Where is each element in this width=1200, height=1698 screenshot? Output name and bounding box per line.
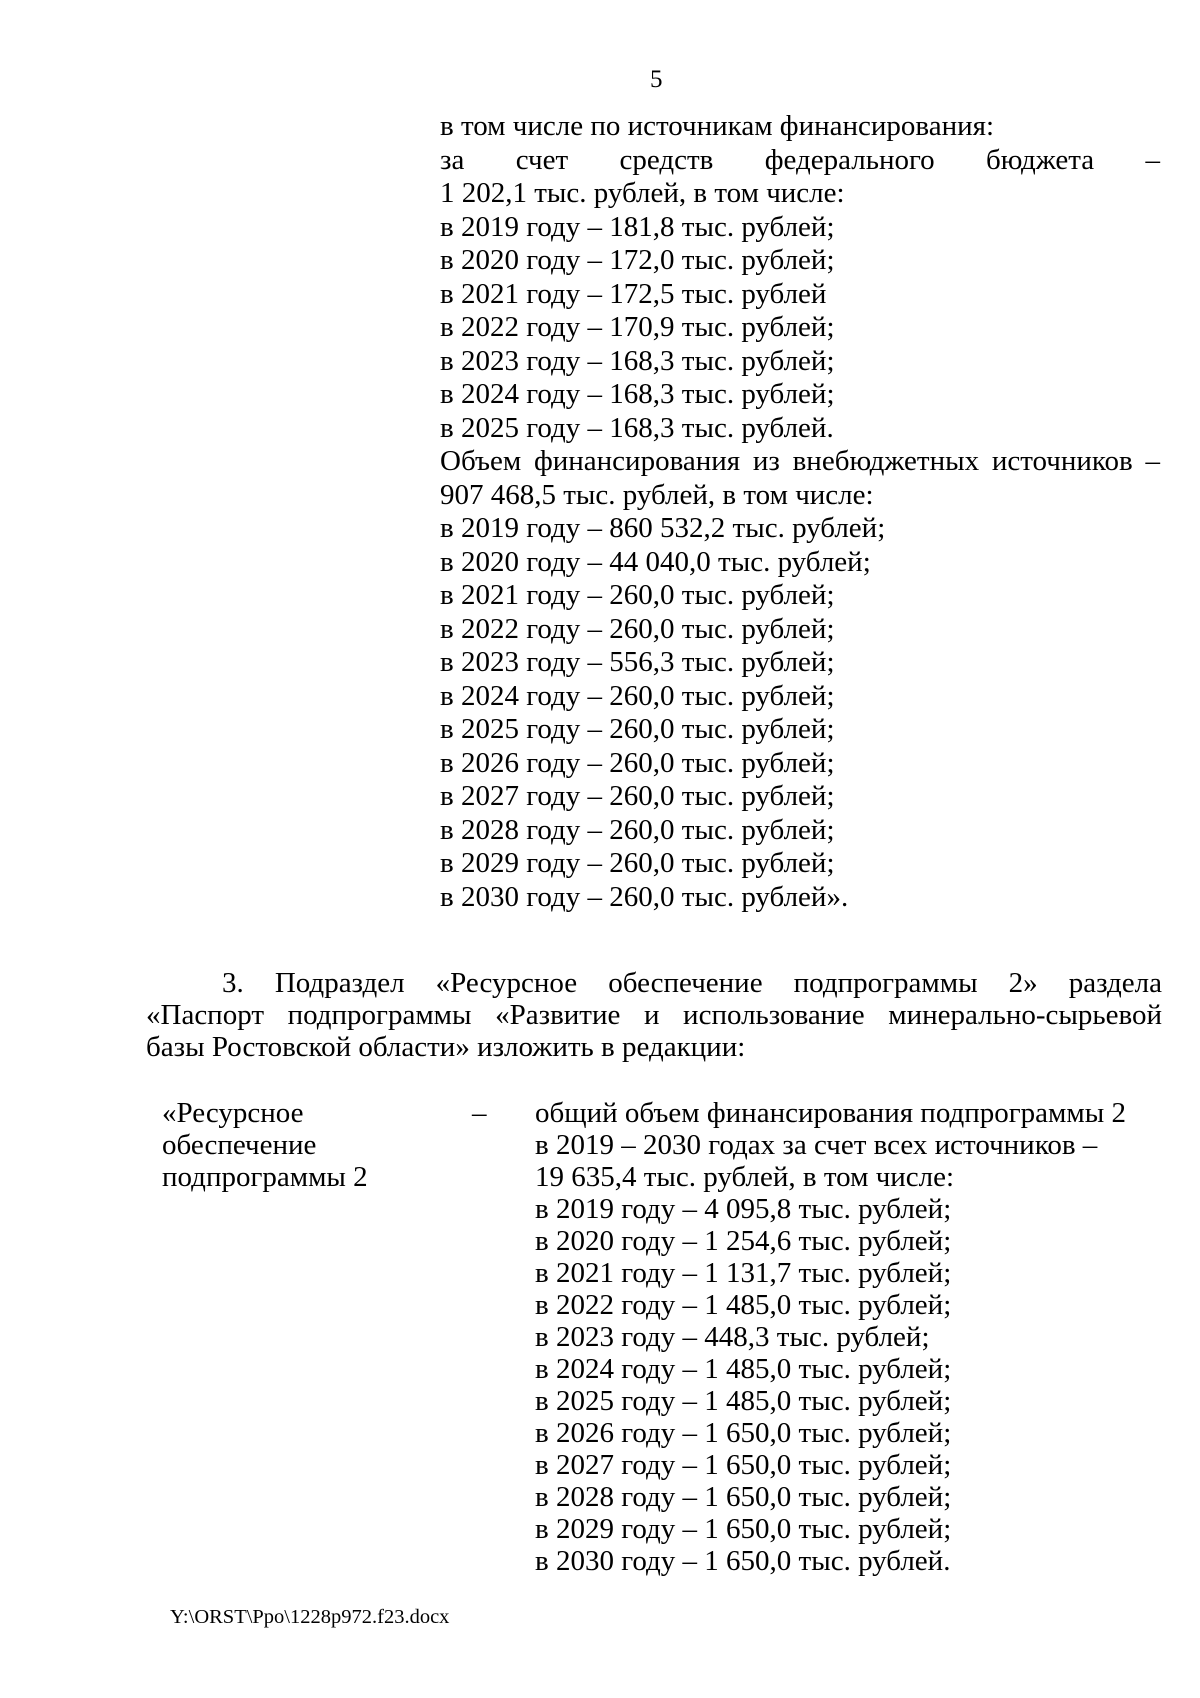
value-line: в 2021 году – 1 131,7 тыс. рублей;: [535, 1257, 952, 1289]
financing-line: в 2024 году – 168,3 тыс. рублей;: [440, 378, 835, 410]
resource-label-line: «Ресурсное: [162, 1097, 304, 1129]
financing-line: в 2020 году – 172,0 тыс. рублей;: [440, 244, 835, 276]
financing-line: в 2029 году – 260,0 тыс. рублей;: [440, 847, 835, 879]
value-line: в 2027 году – 1 650,0 тыс. рублей;: [535, 1449, 952, 1481]
resource-label-column: «Ресурсное обеспечение подпрограммы 2: [162, 1097, 462, 1193]
value-line: в 2024 году – 1 485,0 тыс. рублей;: [535, 1353, 952, 1385]
value-line: в 2028 году – 1 650,0 тыс. рублей;: [535, 1481, 952, 1513]
value-line: в 2023 году – 448,3 тыс. рублей;: [535, 1321, 930, 1353]
value-line: в 2026 году – 1 650,0 тыс. рублей;: [535, 1417, 952, 1449]
top-financing-block: в том числе по источникам финансирования…: [440, 110, 1160, 914]
resource-label-line: подпрограммы 2: [162, 1161, 368, 1193]
paragraph-line: базы Ростовской области» изложить в реда…: [146, 1031, 746, 1063]
value-line: в 2025 году – 1 485,0 тыс. рублей;: [535, 1385, 952, 1417]
footer-file-path: Y:\ORST\Ppo\1228p972.f23.docx: [170, 1606, 450, 1628]
section-3-paragraph: 3. Подраздел «Ресурсное обеспечение подп…: [146, 967, 1162, 1063]
paragraph-line: «Паспорт подпрограммы «Развитие и исполь…: [146, 999, 1162, 1031]
value-line: 19 635,4 тыс. рублей, в том числе:: [535, 1161, 955, 1193]
value-line: в 2022 году – 1 485,0 тыс. рублей;: [535, 1289, 952, 1321]
financing-line: в том числе по источникам финансирования…: [440, 110, 995, 142]
page-number: 5: [650, 66, 663, 93]
financing-line: в 2026 году – 260,0 тыс. рублей;: [440, 746, 835, 779]
financing-line: в 2030 году – 260,0 тыс. рублей».: [440, 880, 849, 913]
financing-line: в 2020 году – 44 040,0 тыс. рублей;: [440, 545, 871, 578]
dash-separator: –: [472, 1097, 487, 1129]
financing-line: в 2028 году – 260,0 тыс. рублей;: [440, 813, 835, 846]
financing-line: Объем финансирования из внебюджетных ист…: [440, 445, 1160, 477]
financing-line: в 2025 году – 168,3 тыс. рублей.: [440, 411, 834, 444]
financing-line: в 2025 году – 260,0 тыс. рублей;: [440, 713, 835, 745]
financing-line: в 2023 году – 556,3 тыс. рублей;: [440, 646, 835, 678]
value-line: в 2029 году – 1 650,0 тыс. рублей;: [535, 1513, 952, 1545]
financing-line: в 2021 году – 172,5 тыс. рублей: [440, 277, 827, 310]
value-line: в 2030 году – 1 650,0 тыс. рублей.: [535, 1545, 951, 1577]
value-line: общий объем финансирования подпрограммы …: [535, 1097, 1126, 1129]
value-line: в 2020 году – 1 254,6 тыс. рублей;: [535, 1225, 952, 1257]
financing-line: в 2019 году – 860 532,2 тыс. рублей;: [440, 512, 886, 544]
value-line: в 2019 году – 4 095,8 тыс. рублей;: [535, 1193, 952, 1225]
paragraph-line: 3. Подраздел «Ресурсное обеспечение подп…: [222, 967, 1162, 999]
resource-values-column: общий объем финансирования подпрограммы …: [535, 1097, 1175, 1577]
financing-line: в 2023 году – 168,3 тыс. рублей;: [440, 344, 835, 377]
financing-line: в 2027 году – 260,0 тыс. рублей;: [440, 780, 835, 812]
financing-line: в 2019 году – 181,8 тыс. рублей;: [440, 210, 835, 243]
resource-label-line: обеспечение: [162, 1129, 317, 1161]
financing-line: 907 468,5 тыс. рублей, в том числе:: [440, 478, 874, 511]
financing-line: в 2022 году – 170,9 тыс. рублей;: [440, 311, 835, 343]
financing-line: в 2024 году – 260,0 тыс. рублей;: [440, 679, 835, 712]
financing-line: 1 202,1 тыс. рублей, в том числе:: [440, 177, 845, 209]
financing-line: в 2021 году – 260,0 тыс. рублей;: [440, 579, 835, 611]
value-line: в 2019 – 2030 годах за счет всех источни…: [535, 1129, 1098, 1161]
financing-line: в 2022 году – 260,0 тыс. рублей;: [440, 612, 835, 645]
financing-line: за счет средств федерального бюджета –: [440, 143, 1160, 176]
